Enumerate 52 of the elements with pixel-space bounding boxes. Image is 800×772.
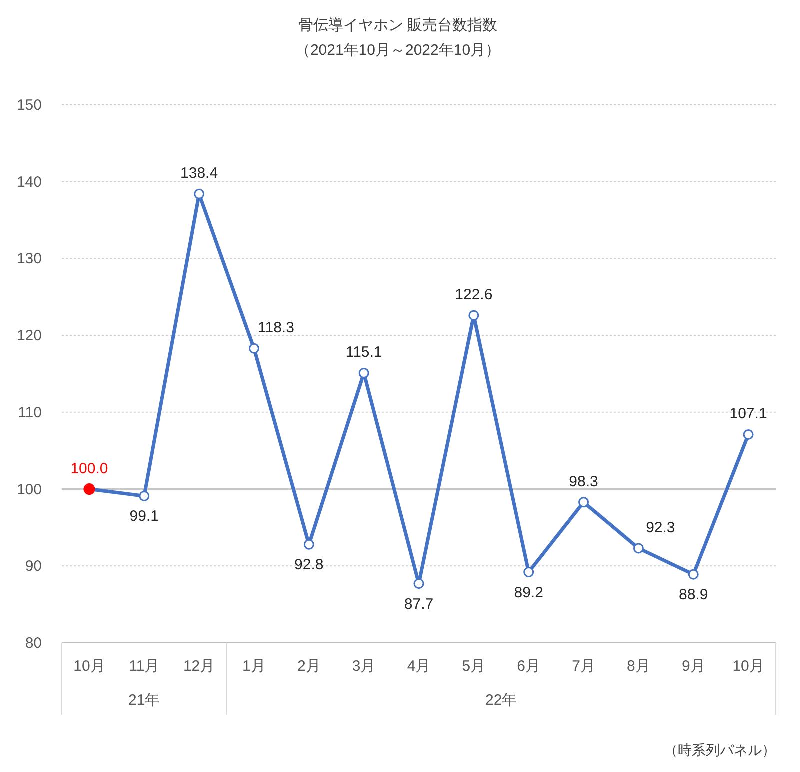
y-tick-label: 80 <box>25 635 42 652</box>
data-label: 107.1 <box>730 406 768 423</box>
data-label: 87.7 <box>404 596 434 613</box>
point <box>304 539 314 550</box>
x-tick-label: 11月 <box>129 658 160 675</box>
y-tick-label: 90 <box>25 558 42 576</box>
point <box>524 567 534 578</box>
x-tick-label: 9月 <box>682 658 706 675</box>
y-tick-label: 140 <box>16 174 42 191</box>
x-tick-label: 4月 <box>407 658 431 675</box>
x-tick-label: 2月 <box>297 658 321 675</box>
data-label: 89.2 <box>514 584 544 602</box>
point <box>743 429 754 440</box>
y-tick-label: 130 <box>16 250 42 268</box>
x-tick-label: 6月 <box>517 658 541 675</box>
data-label: 115.1 <box>346 344 382 362</box>
point <box>358 368 370 378</box>
x-tick-label: 10月 <box>74 658 106 675</box>
data-label: 100.0 <box>70 460 108 478</box>
data-label: 98.3 <box>569 473 598 490</box>
data-label: 92.8 <box>294 556 324 574</box>
chart-subtitle: （2021年10月～2022年10月） <box>295 42 501 59</box>
x-tick-label: 1月 <box>242 658 266 675</box>
text: 21年 <box>128 692 160 709</box>
point <box>688 569 699 580</box>
chart-title: 骨伝導イヤホン 販売台数指数 <box>298 17 498 34</box>
text: （時系列パネル） <box>664 742 776 758</box>
data-label: 99.1 <box>130 508 159 526</box>
x-tick-label: 12月 <box>183 658 216 675</box>
x-tick-label: 5月 <box>462 658 486 675</box>
y-tick-label: 150 <box>16 97 42 114</box>
data-label: 92.3 <box>646 519 676 536</box>
x-tick-label: 10月 <box>732 658 764 675</box>
y-tick-label: 100 <box>16 481 42 498</box>
point <box>633 543 644 554</box>
data-label: 122.6 <box>455 286 493 304</box>
data-label: 88.9 <box>679 586 708 604</box>
point <box>248 343 260 354</box>
y-tick-label: 120 <box>16 328 42 345</box>
point <box>194 188 205 200</box>
point <box>139 490 150 502</box>
x-tick-label: 7月 <box>572 658 596 675</box>
point <box>84 484 96 496</box>
x-tick-label: 8月 <box>627 658 650 675</box>
point <box>468 310 480 321</box>
text: 22年 <box>486 692 518 709</box>
data-label: 118.3 <box>258 320 294 337</box>
y-tick-label: 110 <box>18 404 42 422</box>
point <box>414 578 424 590</box>
data-label: 138.4 <box>180 165 218 182</box>
x-tick-label: 3月 <box>352 658 376 675</box>
point <box>578 497 590 508</box>
